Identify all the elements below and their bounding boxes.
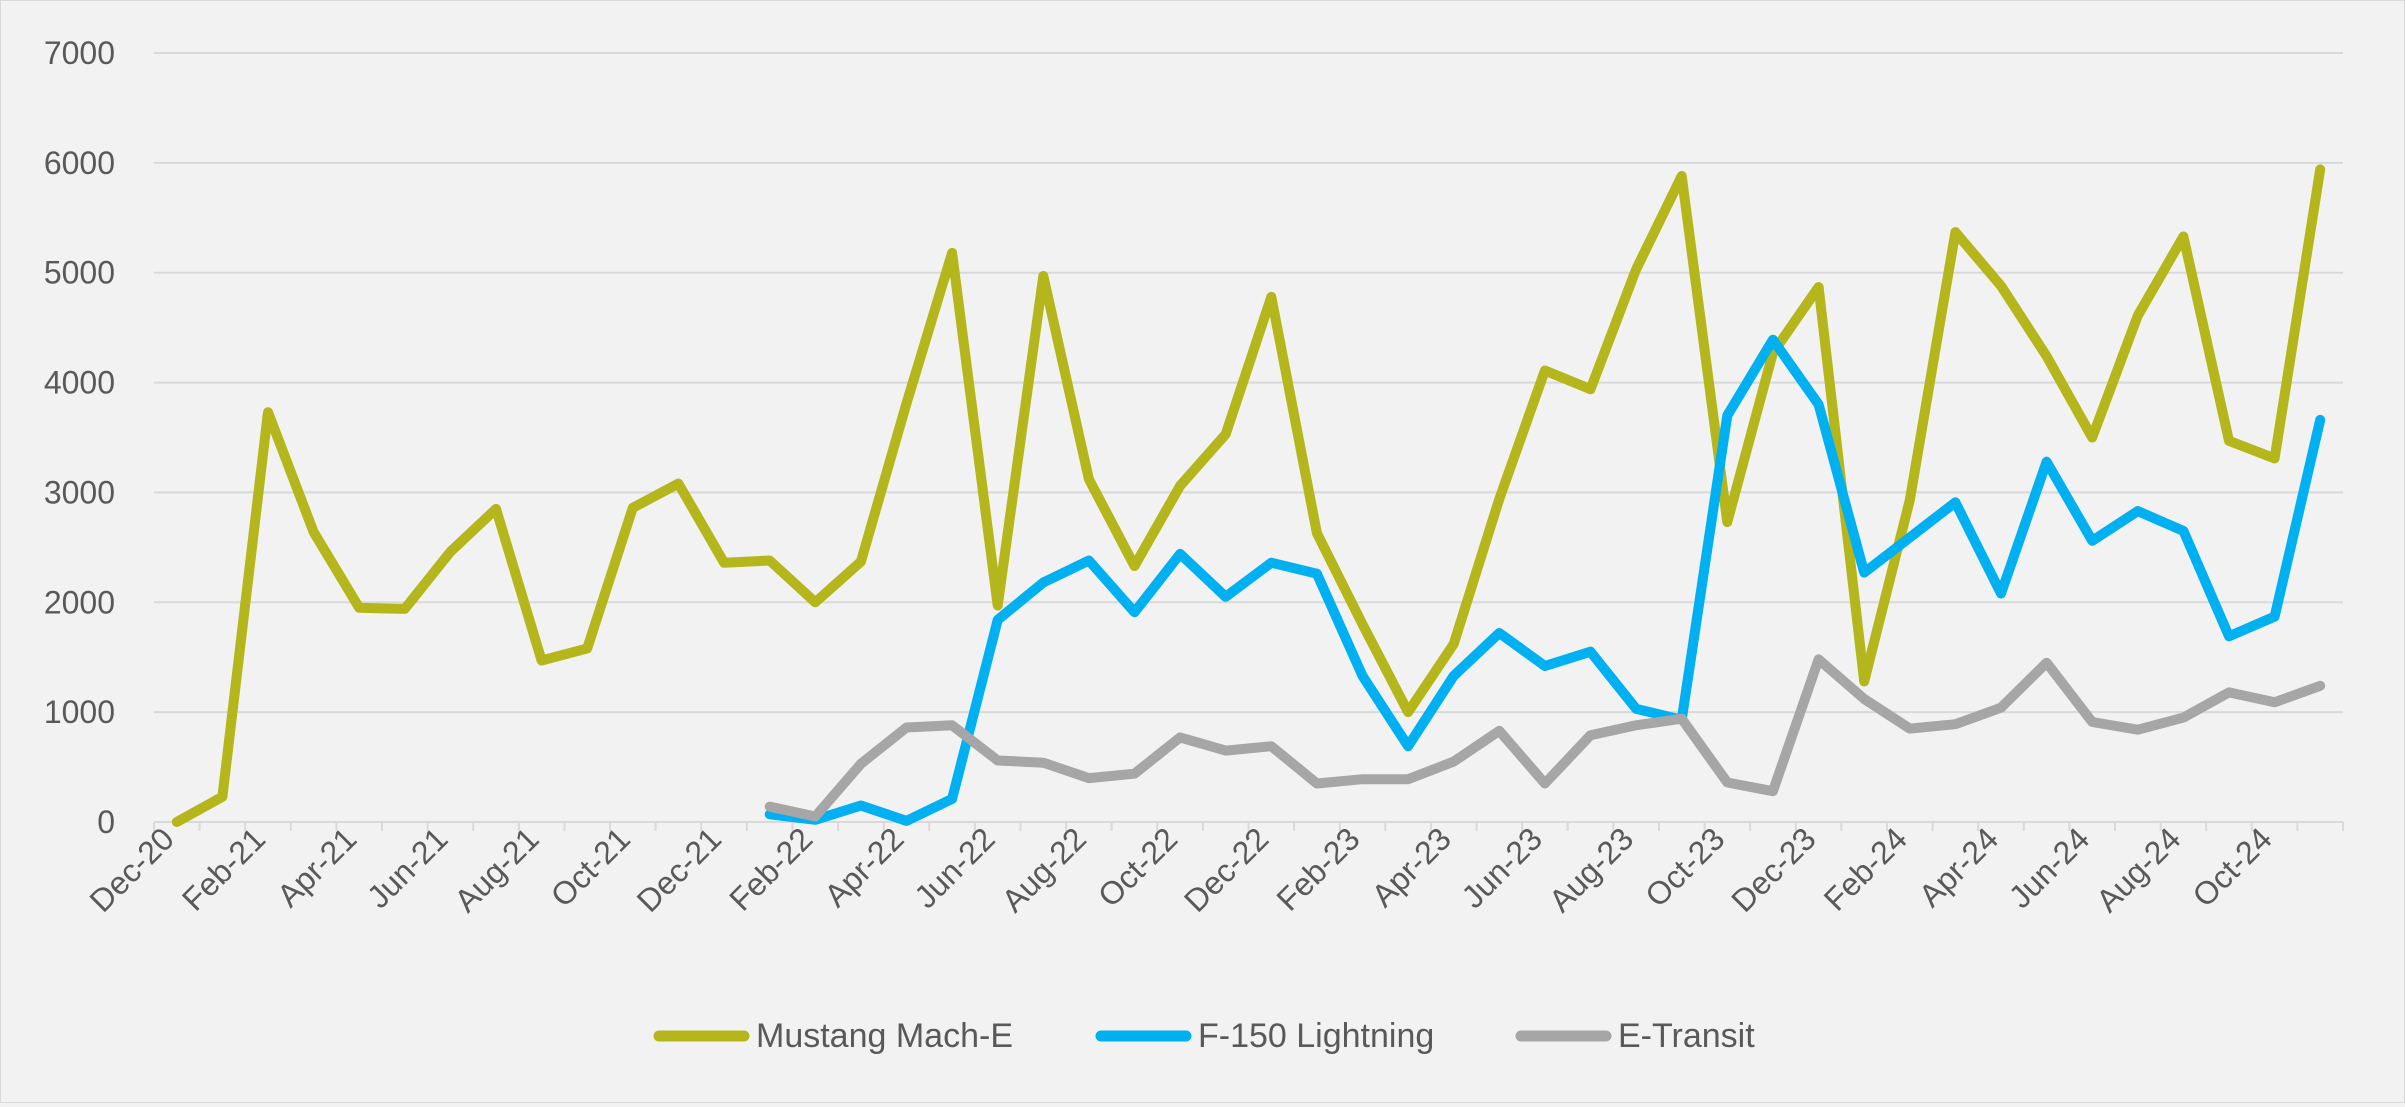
x-tick-label: Jun-23 xyxy=(1454,820,1549,915)
x-tick-label: Feb-21 xyxy=(175,820,272,917)
y-tick-label: 2000 xyxy=(44,584,115,620)
x-tick-label: Apr-22 xyxy=(817,820,910,913)
series-lines xyxy=(171,164,2326,827)
y-tick-label: 3000 xyxy=(44,474,115,510)
x-tick-label: Feb-23 xyxy=(1270,820,1367,917)
gridlines xyxy=(154,52,2343,714)
y-tick-label: 1000 xyxy=(44,694,115,730)
legend-label-e-transit: E-Transit xyxy=(1618,1017,1755,1055)
x-tick-label: Dec-22 xyxy=(1177,820,1275,918)
x-tick-label: Apr-23 xyxy=(1364,820,1457,913)
legend: Mustang Mach-E F-150 Lightning E-Transit xyxy=(653,1017,1755,1055)
x-tick-label: Jun-21 xyxy=(360,820,455,915)
x-tick-label: Dec-21 xyxy=(630,820,728,918)
x-tick-label: Dec-23 xyxy=(1724,820,1822,918)
y-tick-label: 6000 xyxy=(44,145,115,181)
x-tick-label: Jun-22 xyxy=(907,820,1002,915)
legend-label-mustang-mach-e: Mustang Mach-E xyxy=(756,1017,1013,1055)
x-axis: Dec-20Feb-21Apr-21Jun-21Aug-21Oct-21Dec-… xyxy=(83,820,2344,919)
x-tick-label: Jun-24 xyxy=(2002,820,2097,915)
series-line-e-transit xyxy=(764,654,2326,822)
x-tick-label: Feb-22 xyxy=(722,820,819,917)
x-tick-label: Oct-24 xyxy=(2185,820,2278,913)
y-tick-label: 5000 xyxy=(44,255,115,291)
x-tick-label: Oct-23 xyxy=(1638,820,1731,913)
x-tick-label: Feb-24 xyxy=(1817,820,1914,917)
x-tick-label: Aug-24 xyxy=(2089,820,2187,918)
series-line-mustang-mach-e xyxy=(171,164,2326,827)
x-tick-label: Apr-21 xyxy=(270,820,363,913)
x-tick-label: Apr-24 xyxy=(1912,820,2005,913)
x-tick-label: Aug-21 xyxy=(447,820,545,918)
x-tick-label: Oct-21 xyxy=(544,820,637,913)
x-tick-label: Aug-23 xyxy=(1542,820,1640,918)
x-tick-label: Aug-22 xyxy=(995,820,1093,918)
series-line-f-150-lightning xyxy=(764,334,2326,826)
y-axis-tick-labels: 0 1000 2000 3000 4000 5000 6000 7000 xyxy=(44,35,115,840)
y-tick-label: 7000 xyxy=(44,35,115,71)
x-tick-label: Oct-22 xyxy=(1091,820,1184,913)
y-tick-label: 4000 xyxy=(44,365,115,401)
y-tick-label: 0 xyxy=(97,804,115,840)
legend-label-f-150-lightning: F-150 Lightning xyxy=(1198,1017,1434,1055)
